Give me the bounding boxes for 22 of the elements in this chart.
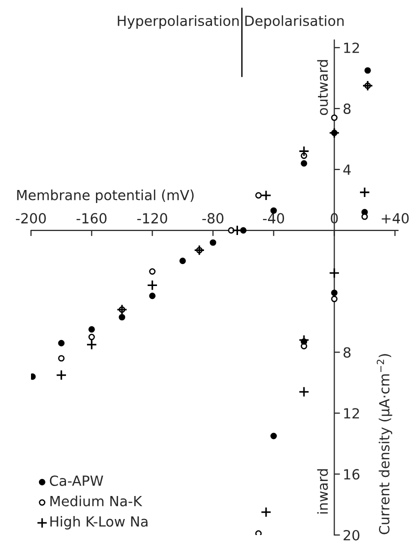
x-tick-label: -160 xyxy=(76,213,106,224)
x-tick-label: -120 xyxy=(137,213,168,224)
legend-label: Ca-APW xyxy=(50,475,104,486)
x-tick-label: -40 xyxy=(262,213,284,224)
x-tick-label: -200 xyxy=(16,213,46,224)
legend-label: High K-Low Na xyxy=(50,516,148,530)
y-axis-title: Current density (μA·cm$^{−2}$) xyxy=(376,354,392,534)
y-tick-label: 8 xyxy=(344,104,351,114)
y-tick-label: 8 xyxy=(344,347,351,358)
text: Depolarisation xyxy=(245,15,344,29)
y-tick-label: 4 xyxy=(343,164,351,175)
y-tick-label: 20 xyxy=(344,530,360,540)
x-axis-title: Membrane potential (mV) xyxy=(17,190,194,203)
x-tick-label: -80 xyxy=(202,213,224,224)
annotation: outward xyxy=(317,60,328,116)
y-tick-label: 16 xyxy=(344,469,360,480)
annotation: inward xyxy=(317,469,328,514)
y-tick-label: 12 xyxy=(344,408,359,418)
text: Hyperpolarisation xyxy=(118,15,239,29)
y-tick-label: 12 xyxy=(344,42,359,53)
legend-label: Medium Na-K xyxy=(50,496,142,506)
x-tick-label: +40 xyxy=(382,213,409,224)
